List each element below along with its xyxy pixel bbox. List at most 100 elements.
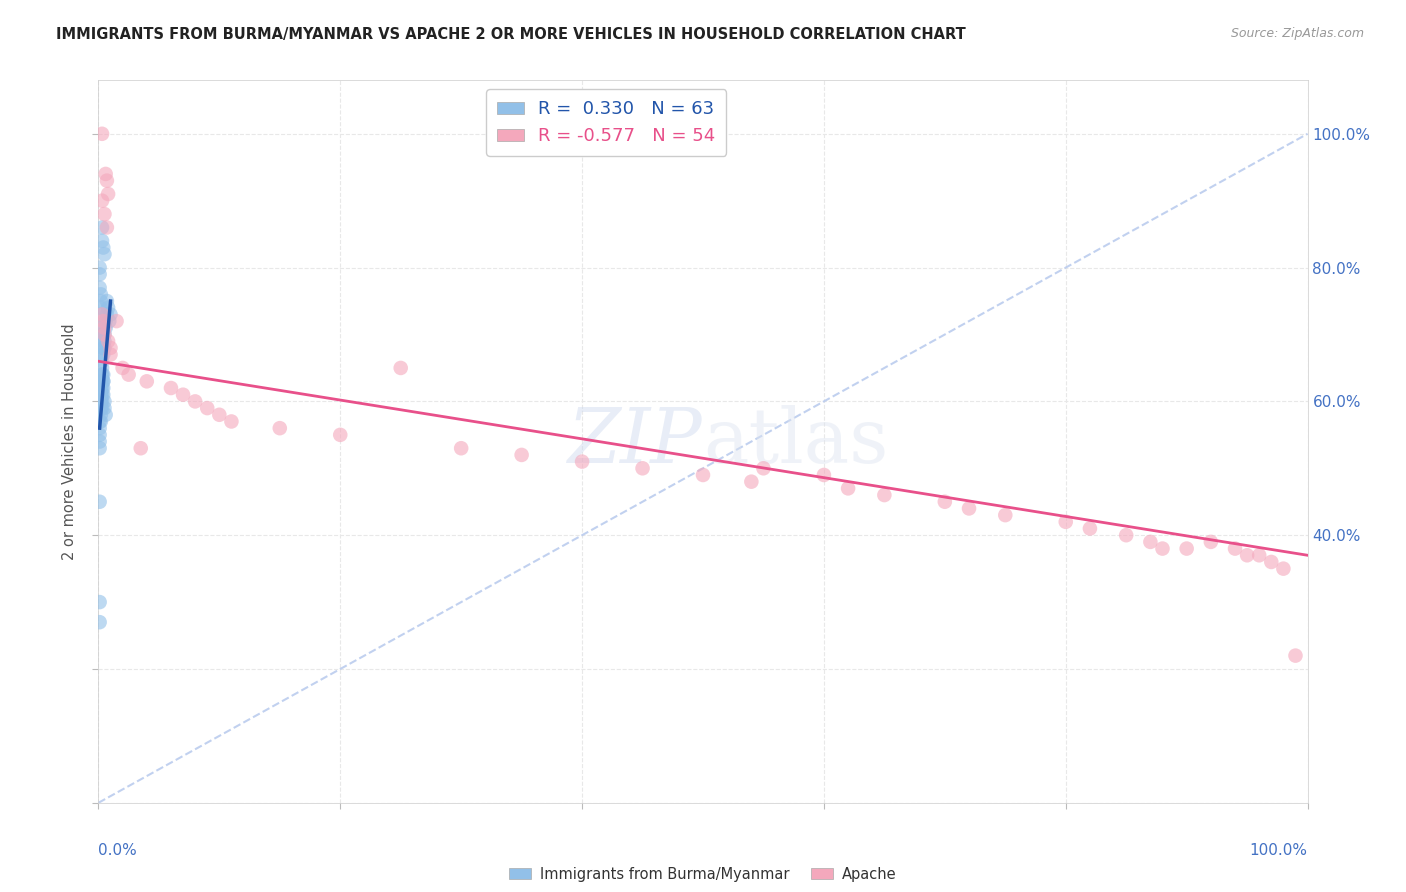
Point (1223, 541, 1246, 556)
Point (1260, 555, 1282, 569)
Point (118, 368, 141, 382)
Point (96, 294, 118, 309)
Point (90, 401, 112, 416)
Point (1139, 534, 1161, 549)
Point (1078, 521, 1101, 535)
Point (89, 494, 111, 508)
Point (160, 381, 183, 395)
Point (90, 408, 112, 422)
Point (91, 234, 114, 248)
Point (90, 381, 112, 395)
Point (510, 448, 533, 462)
Point (97, 187, 120, 202)
Point (89, 414, 111, 429)
Point (90, 327, 112, 342)
Point (631, 461, 654, 475)
Point (184, 394, 207, 409)
Point (1199, 534, 1222, 549)
Point (740, 475, 762, 489)
Text: ZIP: ZIP (568, 405, 703, 478)
Point (389, 361, 412, 376)
Point (1236, 548, 1258, 563)
Point (89, 595, 111, 609)
Point (91, 375, 114, 389)
Point (813, 467, 835, 482)
Point (91, 348, 114, 362)
Point (90, 307, 112, 322)
Point (994, 508, 1017, 523)
Point (100, 341, 122, 355)
Point (97, 301, 120, 315)
Text: 0.0%: 0.0% (98, 843, 138, 857)
Point (90, 294, 112, 309)
Point (1249, 548, 1271, 563)
Point (91, 220, 114, 235)
Text: Source: ZipAtlas.com: Source: ZipAtlas.com (1230, 27, 1364, 40)
Point (93, 327, 115, 342)
Point (90, 387, 112, 401)
Point (450, 442, 472, 455)
Point (89, 442, 111, 455)
Point (91, 348, 114, 362)
Point (934, 494, 956, 508)
Point (94, 408, 117, 422)
Point (90, 375, 112, 389)
Point (93, 334, 115, 349)
Point (957, 501, 980, 516)
Point (329, 427, 352, 442)
Point (93, 321, 115, 335)
Point (89, 615, 111, 630)
Text: IMMIGRANTS FROM BURMA/MYANMAR VS APACHE 2 OR MORE VEHICLES IN HOUSEHOLD CORRELAT: IMMIGRANTS FROM BURMA/MYANMAR VS APACHE … (56, 27, 966, 42)
Point (93, 207, 115, 221)
Point (91, 307, 114, 322)
Y-axis label: 2 or more Vehicles in Household: 2 or more Vehicles in Household (62, 323, 77, 560)
Point (94, 321, 117, 335)
Point (96, 220, 118, 235)
Point (97, 334, 120, 349)
Point (96, 173, 118, 188)
Point (91, 401, 114, 416)
Point (91, 361, 114, 376)
Point (1152, 541, 1174, 556)
Point (91, 334, 114, 349)
Point (571, 455, 593, 469)
Point (98, 314, 121, 328)
Point (105, 314, 128, 328)
Point (89, 268, 111, 282)
Point (269, 421, 291, 435)
Point (90, 394, 112, 409)
Point (135, 375, 157, 389)
Point (91, 394, 114, 409)
Point (129, 442, 152, 455)
Point (90, 287, 112, 301)
Point (172, 387, 194, 401)
Point (91, 314, 114, 328)
Point (91, 387, 114, 401)
Point (752, 461, 775, 475)
Point (100, 348, 122, 362)
Point (91, 341, 114, 355)
Point (93, 247, 115, 261)
Point (89, 427, 111, 442)
Point (90, 387, 112, 401)
Point (91, 375, 114, 389)
Point (91, 127, 114, 141)
Point (221, 414, 243, 429)
Point (100, 307, 122, 322)
Point (93, 394, 115, 409)
Point (93, 341, 115, 355)
Point (1272, 562, 1295, 576)
Point (91, 387, 114, 401)
Point (90, 414, 112, 429)
Point (91, 241, 114, 255)
Point (195, 401, 218, 416)
Point (1115, 528, 1137, 542)
Point (89, 434, 111, 449)
Point (90, 321, 112, 335)
Point (1284, 648, 1306, 663)
Point (91, 381, 114, 395)
Point (111, 361, 134, 376)
Point (93, 327, 115, 342)
Point (93, 401, 115, 416)
Point (90, 394, 112, 409)
